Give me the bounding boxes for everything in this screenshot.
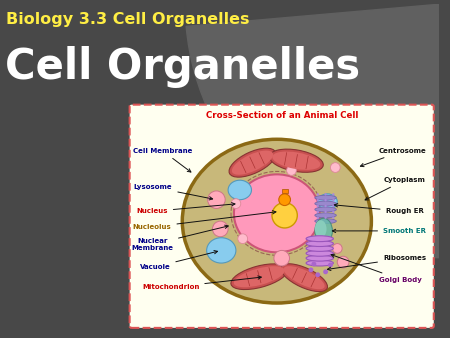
- Text: Cytoplasm: Cytoplasm: [365, 177, 425, 200]
- Circle shape: [279, 194, 291, 206]
- Text: Centrosome: Centrosome: [360, 148, 427, 167]
- Circle shape: [315, 272, 320, 277]
- Circle shape: [324, 193, 327, 195]
- Text: Rough ER: Rough ER: [334, 203, 423, 214]
- Ellipse shape: [231, 264, 288, 290]
- Circle shape: [311, 262, 316, 266]
- Ellipse shape: [315, 213, 336, 218]
- Text: Nucleolus: Nucleolus: [133, 211, 276, 230]
- Circle shape: [328, 263, 333, 267]
- Ellipse shape: [207, 238, 236, 263]
- Text: Cell Organelles: Cell Organelles: [5, 46, 360, 88]
- Text: Ribosomes: Ribosomes: [328, 255, 426, 270]
- Ellipse shape: [234, 266, 285, 287]
- Bar: [282, 189, 288, 193]
- Circle shape: [317, 193, 319, 195]
- Ellipse shape: [281, 264, 328, 292]
- Ellipse shape: [315, 220, 327, 238]
- Circle shape: [317, 199, 319, 201]
- Text: Lysosome: Lysosome: [134, 184, 212, 200]
- Text: Cross-Section of an Animal Cell: Cross-Section of an Animal Cell: [206, 112, 358, 120]
- Ellipse shape: [229, 148, 276, 177]
- Ellipse shape: [315, 201, 336, 206]
- Circle shape: [287, 166, 297, 175]
- Ellipse shape: [318, 194, 337, 210]
- Ellipse shape: [306, 241, 333, 246]
- Ellipse shape: [315, 195, 336, 200]
- Circle shape: [274, 250, 289, 266]
- Ellipse shape: [272, 151, 320, 170]
- Text: Golgi Body: Golgi Body: [331, 254, 422, 283]
- Circle shape: [324, 199, 327, 201]
- Ellipse shape: [182, 139, 371, 303]
- Ellipse shape: [232, 150, 273, 175]
- Text: Nucleus: Nucleus: [136, 202, 235, 214]
- Circle shape: [332, 217, 334, 219]
- Ellipse shape: [306, 236, 333, 242]
- Text: Vacuole: Vacuole: [140, 250, 217, 270]
- Circle shape: [332, 199, 334, 201]
- FancyBboxPatch shape: [130, 105, 434, 328]
- Circle shape: [332, 193, 334, 195]
- Ellipse shape: [228, 180, 252, 200]
- Ellipse shape: [306, 255, 333, 261]
- Text: Cell Membrane: Cell Membrane: [133, 148, 193, 172]
- Circle shape: [238, 234, 248, 244]
- Circle shape: [309, 267, 313, 272]
- Circle shape: [323, 269, 328, 274]
- Circle shape: [333, 244, 342, 253]
- Circle shape: [231, 199, 241, 209]
- Wedge shape: [186, 4, 447, 258]
- Text: Mitochondrion: Mitochondrion: [142, 276, 261, 290]
- Ellipse shape: [306, 250, 333, 256]
- Circle shape: [207, 191, 225, 209]
- Text: Nuclear
Membrane: Nuclear Membrane: [131, 225, 228, 251]
- Circle shape: [324, 211, 327, 213]
- Circle shape: [330, 163, 340, 172]
- Circle shape: [332, 211, 334, 213]
- Ellipse shape: [234, 174, 320, 252]
- Ellipse shape: [270, 149, 323, 172]
- Circle shape: [332, 205, 334, 207]
- Ellipse shape: [284, 266, 325, 289]
- Ellipse shape: [315, 219, 336, 224]
- Ellipse shape: [315, 207, 336, 212]
- Ellipse shape: [306, 245, 333, 251]
- Circle shape: [324, 205, 327, 207]
- Circle shape: [317, 205, 319, 207]
- Circle shape: [337, 256, 349, 268]
- Circle shape: [212, 221, 228, 237]
- Ellipse shape: [306, 260, 333, 266]
- Circle shape: [324, 217, 327, 219]
- Circle shape: [317, 217, 319, 219]
- Text: Smooth ER: Smooth ER: [333, 228, 426, 234]
- Ellipse shape: [315, 218, 333, 244]
- Circle shape: [317, 211, 319, 213]
- Circle shape: [272, 202, 297, 228]
- Text: Biology 3.3 Cell Organelles: Biology 3.3 Cell Organelles: [6, 12, 249, 27]
